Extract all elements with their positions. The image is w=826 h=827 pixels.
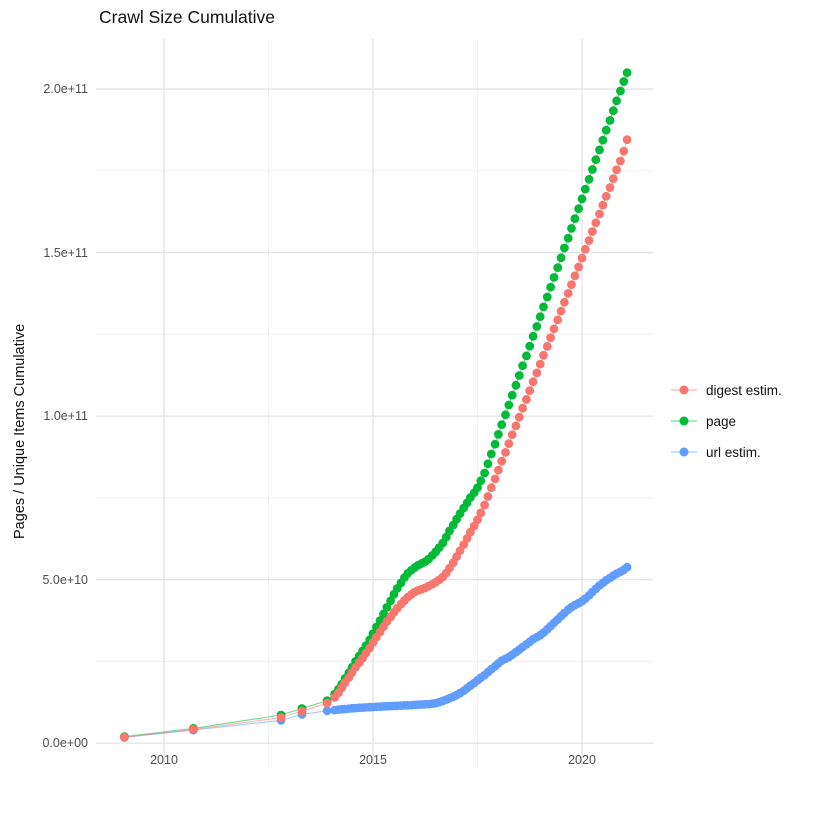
legend-entry-page: page bbox=[670, 412, 782, 430]
x-tick-label: 2015 bbox=[359, 753, 387, 767]
page-title: Crawl Size Cumulative bbox=[99, 7, 276, 27]
legend-label: page bbox=[706, 413, 737, 429]
legend-key-icon bbox=[671, 416, 697, 426]
y-tick-label: 1.5e+11 bbox=[43, 246, 88, 260]
legend-label: url estim. bbox=[706, 444, 761, 460]
y-tick-label: 1.0e+11 bbox=[43, 409, 88, 423]
y-axis-title: Pages / Unique Items Cumulative bbox=[12, 323, 28, 539]
x-tick-label: 2010 bbox=[150, 753, 178, 767]
y-tick-label: 2.0e+11 bbox=[43, 82, 88, 96]
legend-key-icon bbox=[671, 385, 697, 395]
y-tick-label: 5.0e+10 bbox=[42, 573, 88, 587]
y-tick-label: 0.0e+00 bbox=[42, 736, 88, 750]
x-tick-label: 2020 bbox=[568, 753, 596, 767]
legend: digest estim. page url estim. bbox=[670, 381, 782, 474]
legend-entry-url: url estim. bbox=[670, 443, 782, 461]
legend-entry-digest: digest estim. bbox=[670, 381, 782, 399]
legend-key-icon bbox=[671, 447, 697, 457]
legend-label: digest estim. bbox=[706, 382, 782, 398]
